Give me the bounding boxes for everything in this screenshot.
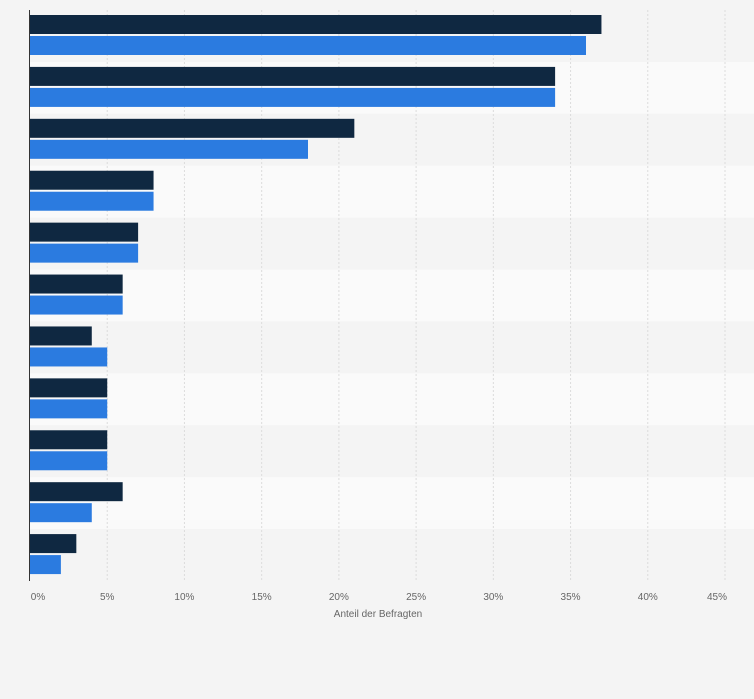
bar-series-2[interactable] [30, 555, 61, 575]
x-tick-label: 25% [406, 592, 426, 603]
bar-series-2[interactable] [30, 347, 108, 367]
x-tick-label: 0% [31, 592, 46, 603]
x-tick-label: 15% [252, 592, 272, 603]
row-band [30, 373, 754, 426]
bar-series-2[interactable] [30, 191, 154, 211]
bar-series-2[interactable] [30, 243, 139, 263]
gridlines [106, 10, 726, 581]
x-tick-label: 30% [483, 592, 503, 603]
x-tick-label: 20% [329, 592, 349, 603]
bar-series-1[interactable] [30, 66, 556, 86]
bar-series-1[interactable] [30, 170, 154, 190]
bar-series-2[interactable] [30, 503, 92, 523]
bar-series-1[interactable] [30, 222, 139, 242]
x-tick-label: 45% [707, 592, 727, 603]
bar-series-2[interactable] [30, 451, 108, 471]
bar-series-1[interactable] [30, 430, 108, 450]
row-band [30, 477, 754, 530]
bar-series-1[interactable] [30, 118, 355, 138]
bar-series-1[interactable] [30, 482, 123, 502]
x-tick-label: 40% [638, 592, 658, 603]
bars [30, 15, 602, 575]
bar-series-1[interactable] [30, 326, 92, 346]
bar-series-1[interactable] [30, 378, 108, 398]
bar-series-2[interactable] [30, 139, 308, 159]
x-tick-label: 10% [174, 592, 194, 603]
bar-series-2[interactable] [30, 36, 586, 55]
row-band [30, 217, 754, 270]
bar-series-1[interactable] [30, 534, 77, 554]
x-axis-title: Anteil der Befragten [334, 609, 422, 620]
bar-series-2[interactable] [30, 87, 556, 107]
row-band [30, 529, 754, 581]
x-tick-labels: 0% 5% 10% 15% 20% 25% 30% 35% 40% 45% [31, 592, 727, 603]
row-band [30, 425, 754, 478]
x-tick-label: 35% [561, 592, 581, 603]
x-tick-label: 5% [100, 592, 115, 603]
row-bands [30, 10, 754, 581]
bar-series-2[interactable] [30, 399, 108, 419]
bar-series-1[interactable] [30, 274, 123, 294]
bar-series-2[interactable] [30, 295, 123, 315]
row-band [30, 321, 754, 374]
bar-series-1[interactable] [30, 15, 602, 34]
row-band [30, 269, 754, 322]
